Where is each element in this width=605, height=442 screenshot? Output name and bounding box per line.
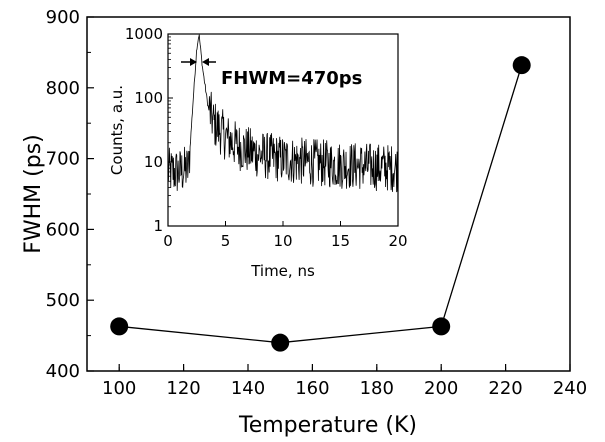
main-x-tick-label: 160	[295, 378, 329, 399]
inset-y-tick-label: 10	[144, 153, 163, 171]
inset-x-tick-label: 0	[163, 232, 173, 250]
inset-plot-frame	[167, 33, 399, 227]
inset-y-tick-label: 1000	[125, 25, 163, 43]
main-data-point	[110, 317, 129, 336]
main-x-axis-label: Temperature (K)	[238, 413, 417, 438]
inset-decay-curve	[167, 34, 399, 193]
inset-y-tick-label: 100	[134, 89, 163, 107]
inset-annotation: FHWM=470ps	[221, 68, 362, 89]
main-y-tick-label: 800	[46, 78, 80, 99]
main-data-point	[512, 56, 531, 75]
main-x-tick-label: 100	[102, 378, 136, 399]
inset-y-axis-label: Counts, a.u.	[108, 85, 126, 175]
main-data-point	[271, 333, 290, 352]
main-y-tick-label: 900	[46, 7, 80, 28]
inset-x-tick-label: 10	[273, 232, 292, 250]
main-data-point	[432, 317, 451, 336]
main-x-tick-label: 240	[553, 378, 587, 399]
main-y-tick-label: 400	[46, 361, 80, 382]
inset-y-tick-label: 1	[153, 217, 163, 235]
fwhm-arrows	[181, 58, 216, 66]
main-y-tick-label: 500	[46, 290, 80, 311]
main-x-tick-label: 120	[166, 378, 200, 399]
inset-x-tick-label: 20	[388, 232, 407, 250]
main-y-tick-label: 600	[46, 219, 80, 240]
inset-x-tick-label: 5	[221, 232, 231, 250]
inset-x-axis-label: Time, ns	[250, 262, 315, 280]
main-x-tick-label: 220	[488, 378, 522, 399]
main-series-line	[119, 64, 523, 344]
main-x-tick-label: 140	[231, 378, 265, 399]
main-x-tick-label: 200	[424, 378, 458, 399]
main-x-tick-label: 180	[360, 378, 394, 399]
inset-x-tick-label: 15	[331, 232, 350, 250]
main-y-axis-label: FWHM (ps)	[21, 134, 46, 254]
main-y-tick-label: 700	[46, 149, 80, 170]
